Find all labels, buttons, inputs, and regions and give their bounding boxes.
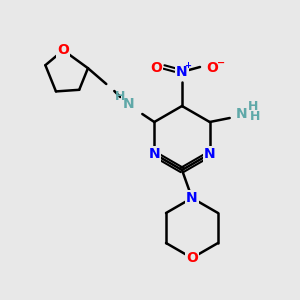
Text: N: N [186,191,198,205]
Text: H: H [115,89,125,103]
Text: N: N [122,97,134,111]
Text: O: O [150,61,162,75]
Text: O: O [186,251,198,265]
Text: N: N [204,147,215,161]
Text: O: O [57,43,69,57]
Text: H: H [250,110,260,122]
Text: O: O [206,61,218,75]
Text: N: N [148,147,160,161]
Text: H: H [248,100,258,112]
Text: N: N [236,107,248,121]
Text: −: − [217,58,225,68]
Text: N: N [176,65,188,79]
Text: +: + [184,61,191,70]
